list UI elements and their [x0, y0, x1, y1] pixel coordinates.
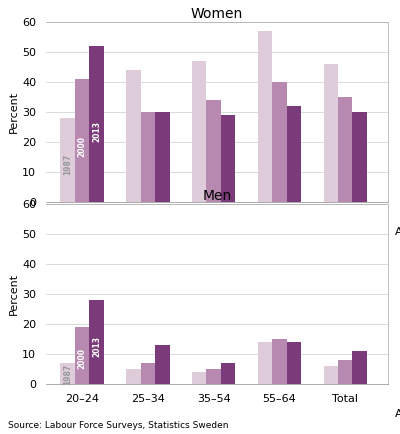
- Bar: [338, 97, 352, 202]
- Bar: [155, 112, 170, 202]
- Bar: [141, 363, 155, 384]
- Bar: [206, 369, 221, 384]
- Title: Women: Women: [191, 7, 243, 20]
- Bar: [352, 112, 367, 202]
- Bar: [258, 31, 272, 202]
- Bar: [324, 366, 338, 384]
- Text: 2013: 2013: [92, 121, 101, 142]
- Y-axis label: Percent: Percent: [9, 91, 19, 133]
- Title: Men: Men: [202, 189, 232, 203]
- Bar: [258, 342, 272, 384]
- Text: 1987: 1987: [63, 364, 72, 385]
- Bar: [221, 115, 236, 202]
- Bar: [192, 61, 206, 202]
- Bar: [60, 118, 75, 202]
- Bar: [338, 360, 352, 384]
- Text: Age: Age: [395, 227, 400, 237]
- Bar: [221, 363, 236, 384]
- Text: 2000: 2000: [78, 348, 87, 369]
- Bar: [90, 300, 104, 384]
- Text: Age: Age: [395, 409, 400, 419]
- Bar: [60, 363, 75, 384]
- Bar: [141, 112, 155, 202]
- Text: 2000: 2000: [78, 136, 87, 157]
- Bar: [287, 106, 301, 202]
- Bar: [272, 82, 287, 202]
- Text: 1987: 1987: [63, 153, 72, 174]
- Bar: [206, 100, 221, 202]
- Bar: [287, 342, 301, 384]
- Text: 2013: 2013: [92, 336, 101, 357]
- Bar: [272, 339, 287, 384]
- Bar: [192, 372, 206, 384]
- Bar: [75, 79, 90, 202]
- Y-axis label: Percent: Percent: [9, 273, 19, 315]
- Bar: [324, 64, 338, 202]
- Bar: [75, 327, 90, 384]
- Bar: [352, 351, 367, 384]
- Bar: [90, 46, 104, 202]
- Bar: [126, 70, 141, 202]
- Bar: [155, 345, 170, 384]
- Text: Source: Labour Force Surveys, Statistics Sweden: Source: Labour Force Surveys, Statistics…: [8, 421, 228, 430]
- Bar: [126, 369, 141, 384]
